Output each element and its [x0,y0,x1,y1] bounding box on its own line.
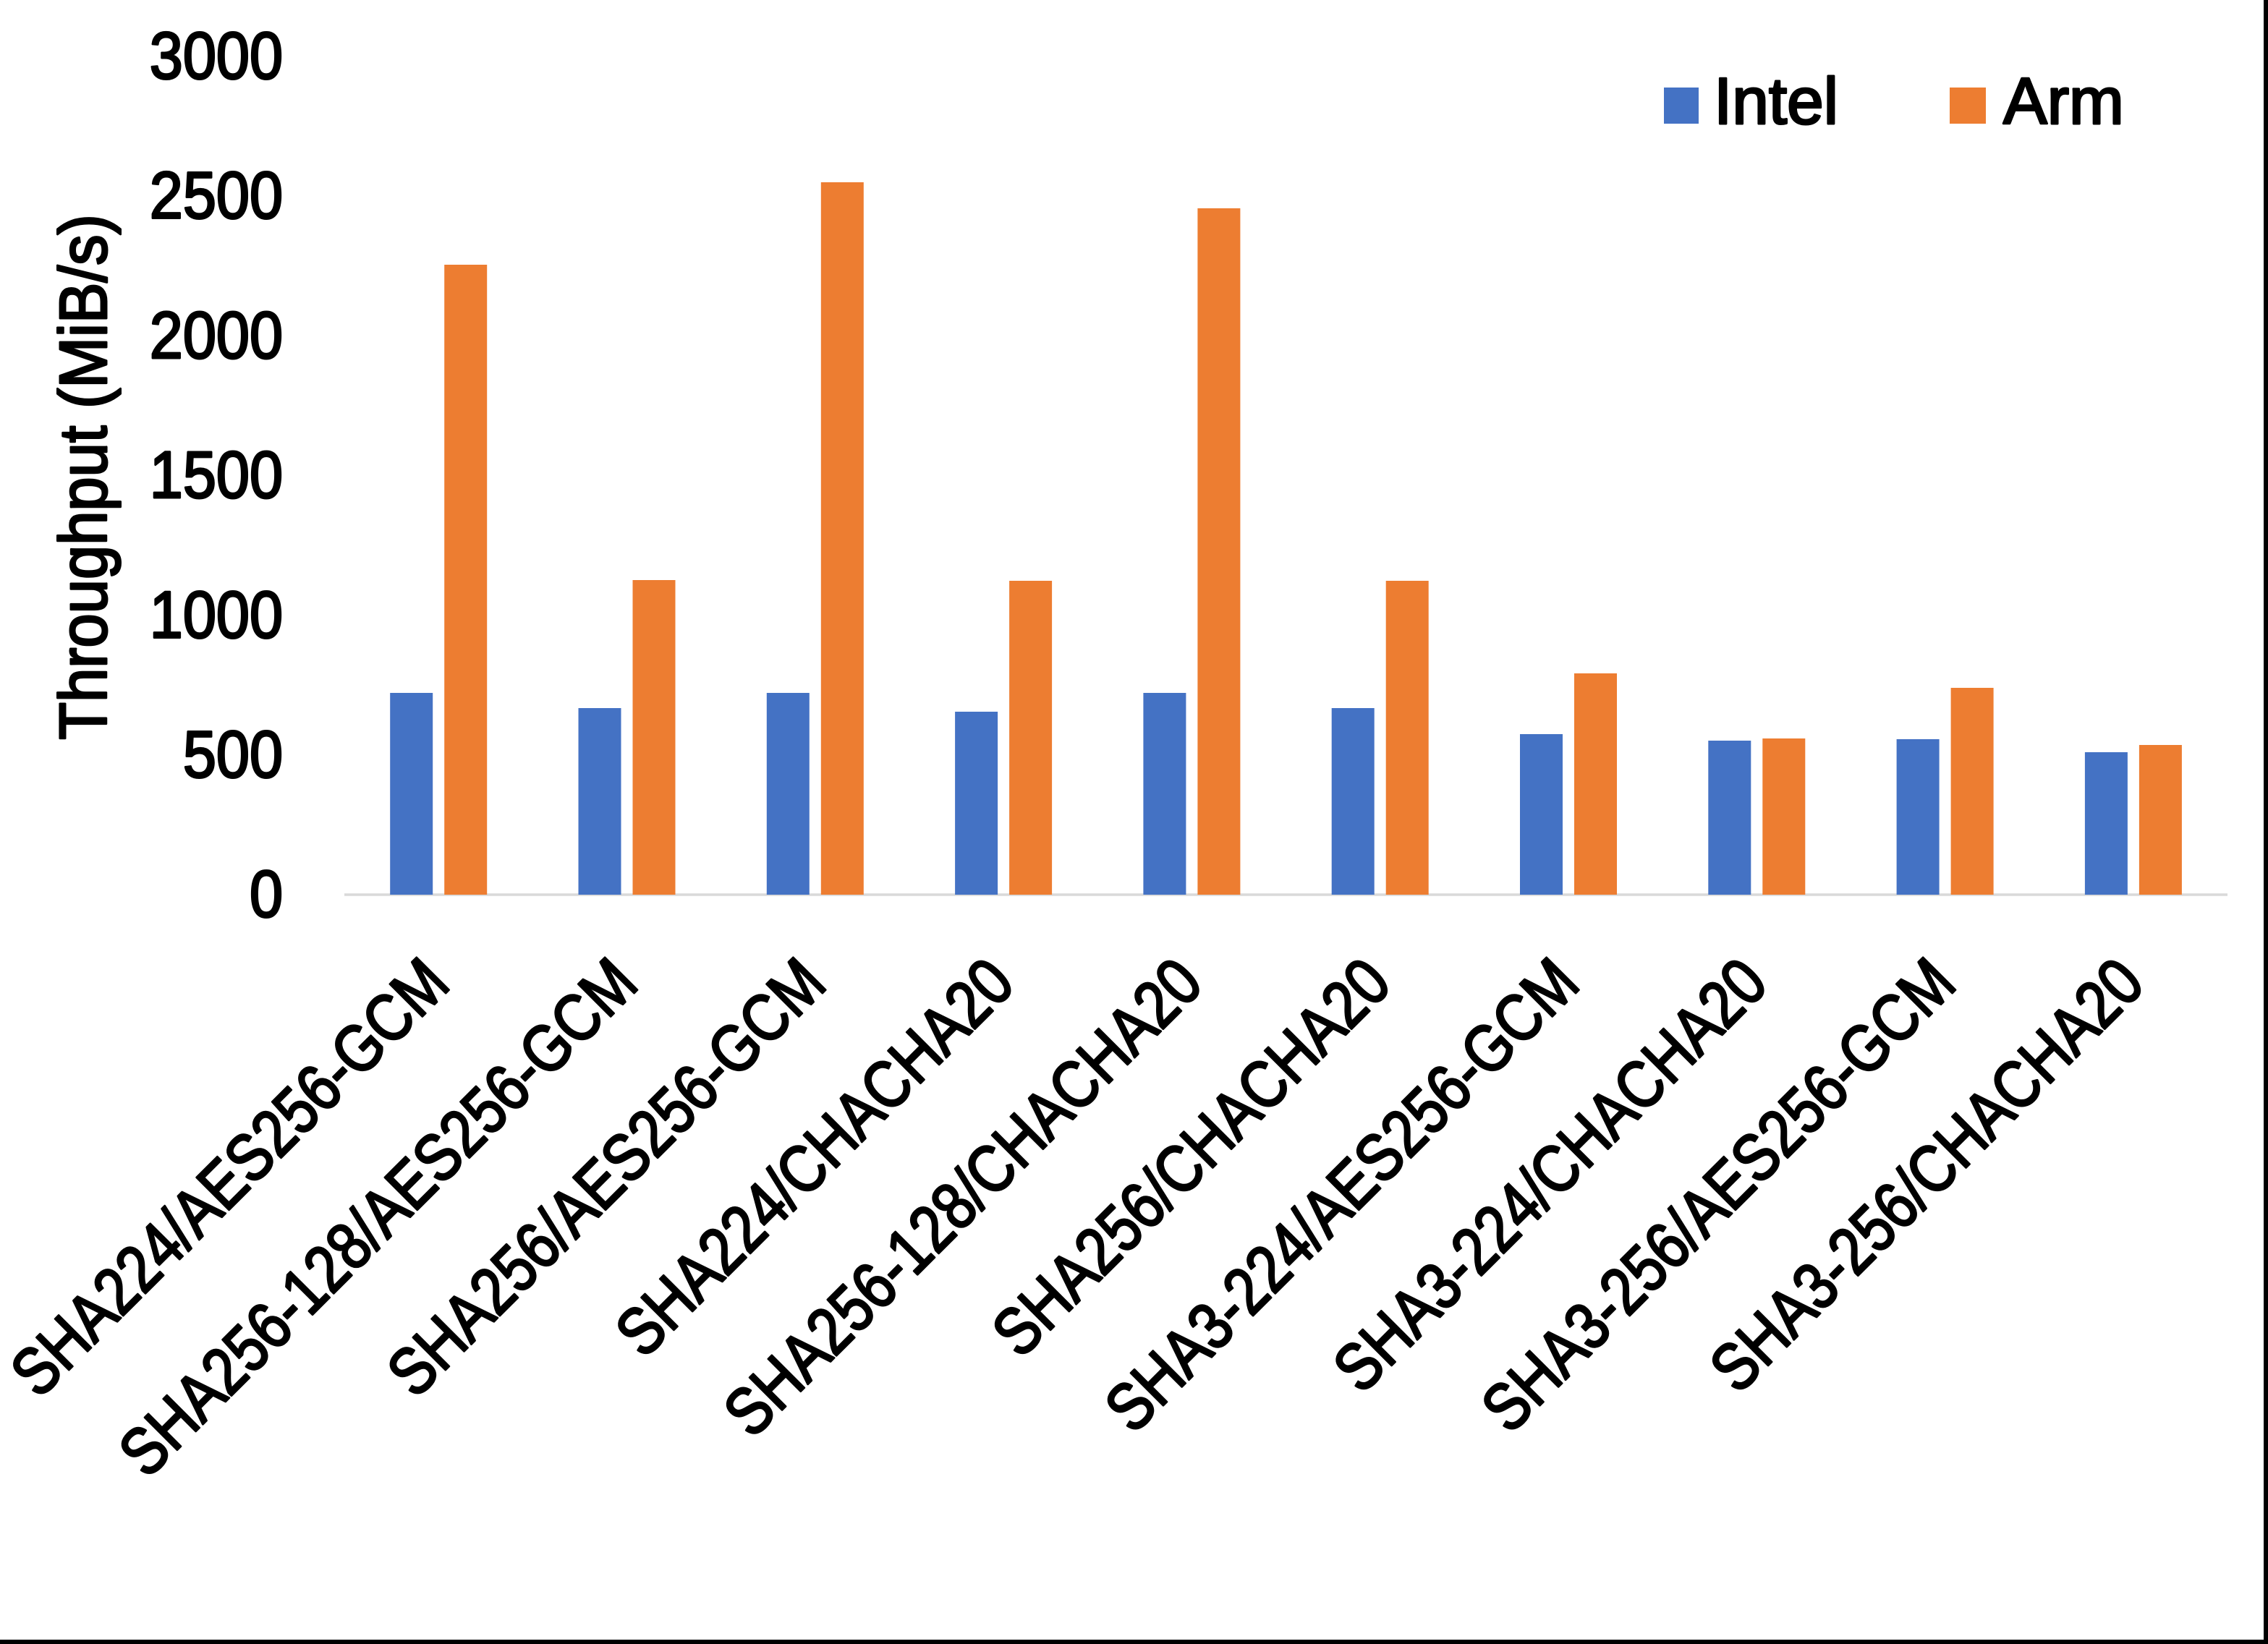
svg-text:1000: 1000 [150,577,283,652]
svg-text:Throughput (MiB/s): Throughput (MiB/s) [45,214,120,740]
svg-text:2000: 2000 [150,298,283,372]
svg-text:Intel: Intel [1714,65,1838,138]
svg-text:3000: 3000 [150,18,283,93]
svg-text:1500: 1500 [150,438,283,512]
svg-text:2500: 2500 [150,158,283,233]
svg-text:0: 0 [250,857,283,932]
svg-text:500: 500 [183,717,283,791]
svg-text:Arm: Arm [2003,65,2124,138]
